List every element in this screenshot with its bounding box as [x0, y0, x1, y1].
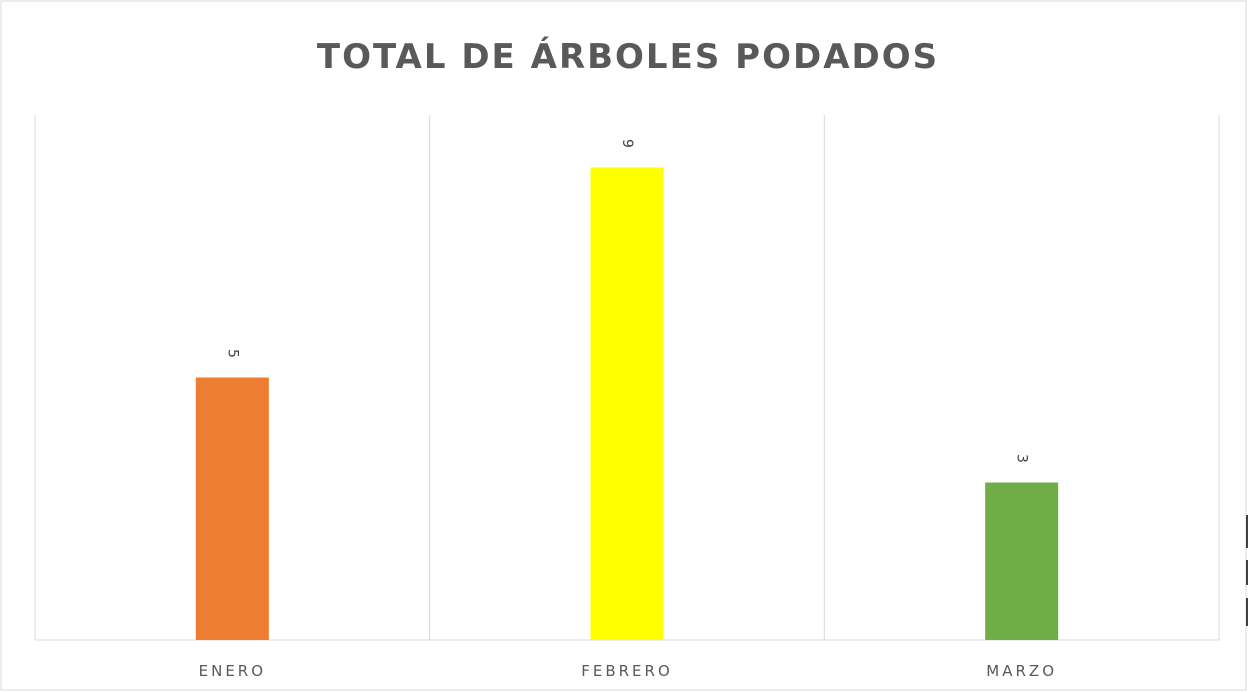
- chart-title: TOTAL DE ÁRBOLES PODADOS: [317, 36, 939, 77]
- data-label: 3: [1014, 454, 1030, 463]
- bar-marzo: [985, 483, 1058, 641]
- bar-enero: [196, 378, 269, 641]
- data-label: 9: [619, 139, 635, 148]
- bar-febrero: [591, 168, 664, 641]
- x-tick-label: MARZO: [986, 662, 1057, 680]
- data-label: 5: [224, 349, 240, 358]
- x-tick-label: ENERO: [199, 662, 266, 680]
- x-tick-label: FEBRERO: [581, 662, 673, 680]
